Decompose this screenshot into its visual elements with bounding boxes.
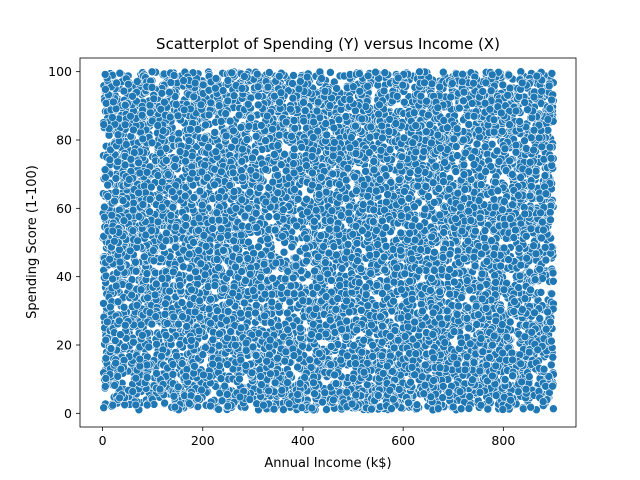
data-point	[438, 67, 448, 77]
data-point	[518, 404, 528, 414]
data-point	[160, 398, 169, 408]
data-point	[264, 68, 274, 77]
data-point	[464, 323, 474, 333]
data-point	[400, 187, 409, 196]
scatter-points	[98, 67, 558, 415]
data-point	[251, 300, 261, 310]
data-point	[548, 276, 558, 286]
data-point	[448, 402, 458, 412]
data-point	[456, 404, 466, 414]
data-point	[547, 69, 557, 78]
data-point	[111, 187, 121, 197]
data-point	[498, 80, 508, 90]
data-point	[326, 68, 335, 77]
data-point	[322, 405, 331, 414]
data-point	[361, 167, 370, 176]
data-point	[549, 404, 558, 414]
data-point	[479, 233, 489, 243]
chart-title: Scatterplot of Spending (Y) versus Incom…	[156, 35, 500, 53]
data-point	[99, 403, 108, 413]
data-point	[279, 247, 289, 257]
